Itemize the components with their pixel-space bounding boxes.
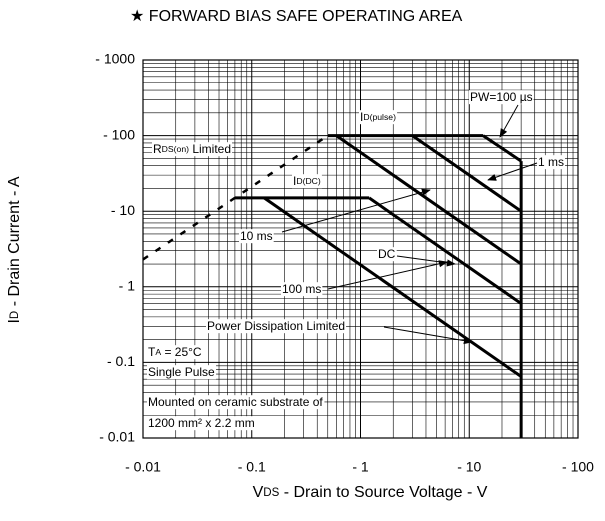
y-tick-label: - 0.01 bbox=[99, 429, 135, 445]
y-axis-label: ID - Drain Current - A bbox=[6, 176, 23, 323]
annotation-text: DC bbox=[378, 247, 396, 261]
annotation-text-part: Limited bbox=[189, 142, 231, 156]
annotation: DC bbox=[377, 247, 397, 262]
soa-line bbox=[368, 196, 522, 305]
annotation: Mounted on ceramic substrate of bbox=[147, 395, 325, 410]
x-tick-label: - 100 bbox=[562, 459, 594, 475]
soa-line bbox=[411, 134, 522, 213]
leader bbox=[499, 104, 519, 138]
annotation: 10 ms bbox=[239, 229, 274, 244]
annotation: Power Dissipation Limited bbox=[206, 319, 347, 334]
annotation: RDS(on) Limited bbox=[152, 142, 233, 157]
soa-line bbox=[335, 134, 522, 266]
annotation-text: ID(pulse) bbox=[360, 110, 396, 124]
x-tick-label: - 1 bbox=[352, 459, 369, 475]
x-tick-label: - 0.01 bbox=[125, 459, 161, 475]
annotation-text-part: I bbox=[293, 174, 296, 188]
x-axis-label-part: - Drain to Source Voltage - V bbox=[279, 484, 487, 501]
annotation-bg bbox=[469, 90, 534, 105]
y-tick-label: - 0.1 bbox=[107, 353, 135, 369]
annotation-text: Mounted on ceramic substrate of bbox=[148, 395, 323, 409]
annotation-text-part: DC bbox=[378, 247, 396, 261]
leader bbox=[281, 188, 431, 233]
annotation-text-part: PW=100 µs bbox=[470, 90, 533, 104]
annotation-text-part: Power Dissipation Limited bbox=[207, 319, 345, 333]
y-axis-label-part: I bbox=[6, 319, 23, 323]
soa-line bbox=[482, 134, 522, 163]
annotation-text-part: T bbox=[148, 345, 156, 359]
annotation-text: 100 ms bbox=[282, 282, 321, 296]
annotation-text: TA = 25°C bbox=[148, 345, 202, 359]
annotation-text: 10 ms bbox=[240, 229, 273, 243]
soa-line bbox=[263, 196, 522, 378]
annotation-bg bbox=[239, 229, 274, 244]
annotation-text: RDS(on) Limited bbox=[153, 142, 231, 156]
annotation-text: PW=100 µs bbox=[470, 90, 533, 104]
annotation-bg bbox=[281, 282, 323, 297]
annotation: PW=100 µs bbox=[469, 90, 534, 105]
annotation-text-part: Mounted on ceramic substrate of bbox=[148, 395, 323, 409]
annotation-text: Power Dissipation Limited bbox=[207, 319, 345, 333]
annotation-bg bbox=[537, 155, 566, 170]
x-tick-label: - 10 bbox=[457, 459, 481, 475]
annotation: ID(pulse) bbox=[359, 110, 398, 125]
x-axis-label-part: DS bbox=[263, 487, 279, 499]
annotation-text-part: 1 ms bbox=[538, 155, 564, 169]
y-tick-label: - 100 bbox=[103, 126, 135, 142]
annotation-text-part: 1200 mm² x 2.2 mm bbox=[148, 416, 255, 430]
annotation: Single Pulse bbox=[147, 365, 217, 380]
annotation-text-part: 10 ms bbox=[240, 229, 273, 243]
annotation-bg bbox=[359, 110, 398, 125]
y-axis-label-part: - Drain Current - A bbox=[6, 176, 23, 311]
annotation-text: 1 ms bbox=[538, 155, 564, 169]
leader bbox=[383, 326, 473, 345]
annotation-text-part: R bbox=[153, 142, 162, 156]
annotation-text: Single Pulse bbox=[148, 365, 215, 379]
annotation-text-part: D(DC) bbox=[296, 176, 321, 186]
annotation-text-part: Single Pulse bbox=[148, 365, 215, 379]
annotation-text-part: I bbox=[360, 110, 363, 124]
annotation-bg bbox=[152, 142, 233, 157]
leader bbox=[487, 162, 538, 181]
annotation-text-part: DS(on) bbox=[162, 144, 189, 154]
annotation-text-part: = 25°C bbox=[161, 345, 202, 359]
annotation: 1200 mm² x 2.2 mm bbox=[147, 416, 256, 431]
annotation-bg bbox=[147, 365, 217, 380]
soa-line bbox=[142, 134, 329, 261]
annotation-text-part: 100 ms bbox=[282, 282, 321, 296]
y-tick-label: - 1 bbox=[119, 278, 136, 294]
annotation: 100 ms bbox=[281, 282, 323, 297]
annotation-bg bbox=[206, 319, 347, 334]
y-axis-label-part: D bbox=[9, 311, 21, 319]
annotation-bg bbox=[292, 174, 322, 189]
y-tick-label: - 10 bbox=[111, 202, 135, 218]
x-tick-label: - 0.1 bbox=[238, 459, 266, 475]
annotation-text: ID(DC) bbox=[293, 174, 321, 188]
annotation-text: 1200 mm² x 2.2 mm bbox=[148, 416, 255, 430]
chart-title: ★ FORWARD BIAS SAFE OPERATING AREA bbox=[130, 8, 463, 25]
leader bbox=[327, 260, 448, 290]
annotation: ID(DC) bbox=[292, 174, 322, 189]
plot-frame bbox=[142, 59, 579, 439]
annotation-bg bbox=[147, 416, 256, 431]
annotation: 1 ms bbox=[537, 155, 566, 170]
y-tick-label: - 1000 bbox=[95, 51, 135, 67]
annotation-text-part: D(pulse) bbox=[363, 112, 396, 122]
annotation-bg bbox=[147, 395, 325, 410]
x-axis-label-part: V bbox=[253, 484, 264, 501]
annotation-bg bbox=[147, 345, 203, 360]
annotation: TA = 25°C bbox=[147, 345, 203, 360]
annotation-bg bbox=[377, 247, 397, 262]
x-axis-label: VDS - Drain to Source Voltage - V bbox=[253, 484, 488, 501]
annotation-text-part: A bbox=[155, 347, 161, 357]
